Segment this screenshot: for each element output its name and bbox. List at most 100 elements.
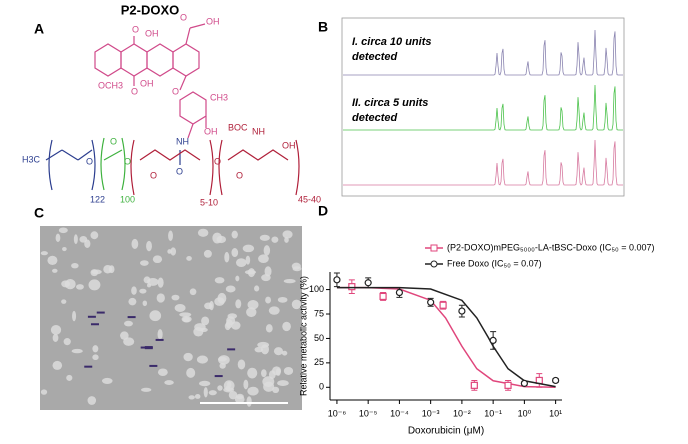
- particle: [246, 307, 257, 318]
- x-tick-label: 10¹: [549, 408, 562, 418]
- atom-label: NH: [252, 126, 265, 136]
- atom-label: O: [131, 86, 138, 96]
- x-axis-label: Doxorubicin (μM): [408, 426, 484, 437]
- particle: [212, 232, 222, 244]
- particle: [141, 387, 152, 392]
- particle: [235, 258, 247, 268]
- atom-label: O: [86, 156, 93, 166]
- data-point: [552, 376, 560, 385]
- atom-label: O: [236, 170, 243, 180]
- particle: [188, 395, 195, 400]
- particle: [61, 299, 67, 304]
- spectra: [343, 29, 623, 186]
- x-tick-label: 10⁻⁴: [390, 408, 409, 418]
- particle: [152, 255, 163, 264]
- x-tick-label: 10⁻⁵: [359, 408, 378, 418]
- particle: [131, 238, 139, 250]
- particle-marker: [127, 316, 136, 319]
- particle-marker: [87, 315, 96, 318]
- atom-label: O: [124, 156, 131, 166]
- atom-label: OCH3: [98, 80, 123, 90]
- particle: [201, 316, 210, 326]
- particle: [47, 255, 58, 266]
- particle: [224, 251, 230, 263]
- atom-label: OH: [282, 140, 296, 150]
- particle: [92, 354, 99, 361]
- particle: [164, 380, 174, 386]
- particle: [259, 234, 270, 241]
- structure-drawing: [94, 23, 207, 139]
- atom-label: O: [132, 24, 139, 34]
- particle: [204, 302, 213, 310]
- particle: [128, 297, 137, 306]
- atom-label: O: [110, 136, 117, 146]
- particle: [146, 283, 152, 288]
- atom-label: CH3: [210, 92, 228, 102]
- particle: [142, 300, 148, 307]
- atom-label: OH: [204, 126, 218, 136]
- particle: [157, 277, 164, 288]
- repeat-count: 45-40: [298, 194, 321, 204]
- data-point: [489, 336, 497, 344]
- particle: [228, 390, 238, 400]
- data-point: [439, 301, 447, 309]
- particle: [72, 310, 77, 322]
- particle: [214, 277, 225, 284]
- particle-marker: [144, 346, 153, 349]
- particle-marker: [144, 347, 153, 350]
- spectrum-trace: [343, 29, 623, 76]
- panel-label: B: [318, 19, 328, 35]
- particle: [217, 385, 223, 391]
- spectrum-label: detected: [352, 112, 398, 124]
- x-tick-label: 10⁻³: [422, 408, 440, 418]
- particle: [167, 249, 172, 254]
- atom-label: OH: [140, 78, 154, 88]
- spectrum-trace: [343, 84, 623, 131]
- particle-marker: [90, 323, 99, 326]
- legend-marker: [430, 260, 438, 268]
- particle: [231, 248, 239, 258]
- particle: [254, 285, 260, 292]
- particle: [247, 386, 259, 396]
- particle: [235, 299, 242, 309]
- tem-image: [40, 226, 302, 410]
- particle: [196, 355, 209, 364]
- repeat-count: 122: [90, 194, 105, 204]
- particle: [242, 244, 255, 253]
- particle: [63, 338, 71, 346]
- particle: [123, 337, 135, 346]
- particle: [198, 380, 211, 387]
- particle: [197, 228, 209, 237]
- data-point: [395, 288, 404, 297]
- particle: [234, 395, 245, 404]
- particle-marker: [84, 365, 93, 368]
- spectrum-label: II. circa 5 units: [352, 97, 428, 109]
- particle: [265, 324, 273, 333]
- particle: [225, 285, 236, 293]
- particle: [40, 389, 48, 395]
- legend-label: Free Doxo (IC₅₀ = 0.07): [447, 258, 542, 268]
- repeat-count: 5-10: [200, 197, 218, 207]
- particle: [71, 263, 79, 269]
- spectrum-label: detected: [352, 51, 398, 63]
- atom-label: BOC: [228, 122, 248, 132]
- data-point: [379, 292, 387, 301]
- particle: [268, 370, 276, 380]
- legend-label: (P2-DOXO)mPEG₅₀₀₀-LA-tBSC-Doxo (IC₅₀ = 0…: [447, 242, 655, 252]
- particle: [218, 356, 227, 362]
- particle: [92, 345, 99, 353]
- particle: [235, 275, 240, 282]
- lactide-drawing: [100, 137, 126, 191]
- atom-label: O: [150, 170, 157, 180]
- particle-marker: [140, 346, 149, 349]
- particle: [283, 279, 296, 284]
- particle: [247, 367, 258, 379]
- particle: [66, 374, 73, 381]
- data-point: [333, 276, 341, 284]
- particle: [284, 237, 289, 243]
- particle: [52, 333, 59, 342]
- particle-marker: [96, 311, 105, 314]
- particle: [282, 321, 291, 332]
- particle: [76, 284, 84, 290]
